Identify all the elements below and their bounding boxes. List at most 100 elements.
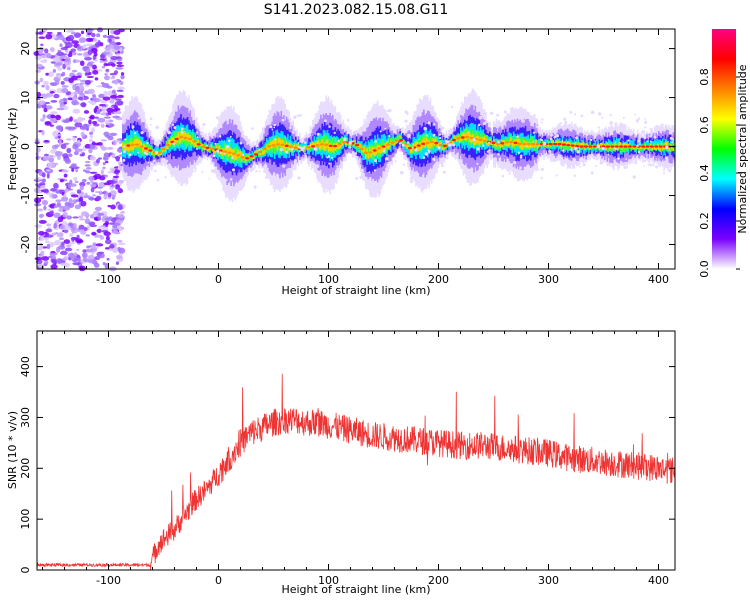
ridge-halo-speck	[210, 169, 215, 173]
ridge-halo-speck	[318, 175, 321, 178]
noise-blob	[117, 204, 123, 211]
ridge-halo-speck	[279, 148, 283, 152]
noise-blob	[102, 166, 106, 170]
ridge-cell	[452, 141, 454, 144]
ridge-halo-speck	[601, 116, 604, 119]
ridge-halo-speck	[328, 162, 331, 165]
ridge-cell	[283, 143, 285, 151]
noise-blob	[53, 93, 60, 99]
ridge-halo-speck	[154, 169, 157, 173]
ridge-cell	[168, 139, 170, 145]
noise-blob	[101, 106, 107, 113]
ridge-cell	[124, 144, 127, 151]
noise-blob	[113, 93, 118, 96]
ridge-cell	[430, 140, 433, 148]
ridge-halo-speck	[563, 117, 567, 121]
ridge-cell	[547, 139, 549, 145]
ridge-cell	[165, 145, 168, 149]
ridge-halo-speck	[521, 119, 525, 123]
noise-blob	[40, 185, 46, 190]
noise-blob	[61, 85, 69, 88]
ridge-cell	[256, 149, 259, 152]
ridge-halo-speck	[589, 138, 593, 142]
ridge-cell	[382, 145, 384, 152]
ridge-peak	[509, 140, 514, 144]
ridge-cell	[285, 141, 288, 148]
ridge-halo-speck	[269, 118, 273, 122]
noise-blob	[107, 77, 116, 80]
ridge-halo-speck	[568, 123, 571, 126]
ridge-halo-speck	[288, 148, 291, 151]
ridge-cell	[460, 132, 462, 142]
ridge-halo-speck	[173, 126, 177, 130]
ridge-cell	[201, 146, 203, 151]
ridge-cell	[399, 137, 401, 141]
snr-y-tick-label: 0	[19, 567, 32, 574]
ridge-cell	[599, 142, 602, 146]
ridge-cell	[630, 146, 632, 152]
ridge-cell	[131, 142, 133, 151]
ridge-cell	[574, 141, 577, 146]
ridge-cell	[357, 140, 359, 146]
ridge-cell	[539, 144, 541, 147]
ridge-cell	[126, 143, 128, 151]
ridge-cell	[526, 142, 528, 149]
noise-blob	[58, 237, 65, 241]
ridge-cell	[302, 150, 305, 153]
ridge-halo-speck	[485, 161, 489, 165]
ridge-cell	[169, 139, 172, 145]
noise-blob	[88, 147, 93, 154]
ridge-cell	[630, 140, 632, 150]
ridge-cell	[401, 140, 404, 147]
noise-blob	[71, 69, 78, 73]
ridge-halo-speck	[291, 148, 294, 150]
ridge-cell	[254, 151, 256, 154]
ridge-halo-speck	[336, 165, 339, 168]
snr-series	[36, 373, 676, 570]
ridge-cell	[358, 146, 360, 153]
noise-blob	[82, 44, 87, 50]
ridge-halo-speck	[644, 118, 646, 120]
ridge-cell	[396, 136, 399, 140]
ridge-peak	[249, 155, 254, 158]
ridge-halo-speck	[634, 113, 637, 116]
ridge-cell	[199, 142, 202, 146]
ridge-halo-speck	[161, 157, 166, 162]
ridge-halo-speck	[438, 133, 442, 136]
ridge-halo-speck	[368, 171, 371, 174]
ridge-cell	[236, 149, 239, 156]
ridge-cell	[122, 142, 124, 148]
noise-blob	[104, 120, 111, 124]
ridge-halo-speck	[158, 162, 162, 166]
ridge-cell	[308, 137, 310, 152]
ridge-halo-speck	[126, 116, 131, 120]
ridge-cell	[135, 139, 137, 148]
ridge-cell	[145, 148, 148, 154]
ridge-cell	[379, 146, 382, 154]
ridge-cell	[672, 147, 675, 151]
ridge-cell	[362, 147, 364, 153]
ridge-peak	[271, 144, 276, 147]
noise-blob	[43, 153, 49, 157]
ridge-cell	[568, 144, 570, 151]
ridge-cell	[617, 138, 619, 151]
noise-blob	[71, 40, 79, 44]
noise-blob	[84, 56, 92, 61]
noise-blob	[62, 211, 68, 218]
noise-blob	[88, 138, 94, 143]
noise-blob	[99, 253, 105, 259]
ridge-cell	[235, 153, 238, 161]
ridge-cell	[564, 141, 566, 145]
ridge-peak	[377, 147, 382, 150]
noise-blob	[56, 87, 64, 94]
ridge-halo-speck	[432, 133, 436, 137]
ridge-cell	[127, 144, 129, 152]
ridge-halo-speck	[636, 144, 639, 147]
ridge-peak	[170, 140, 175, 144]
noise-blob	[64, 247, 73, 252]
ridge-cell	[644, 145, 647, 150]
ridge-cell	[388, 134, 391, 149]
ridge-halo-speck	[497, 153, 500, 156]
ridge-cell	[248, 154, 251, 164]
colorbar-tick-label: 0.0	[698, 260, 711, 278]
